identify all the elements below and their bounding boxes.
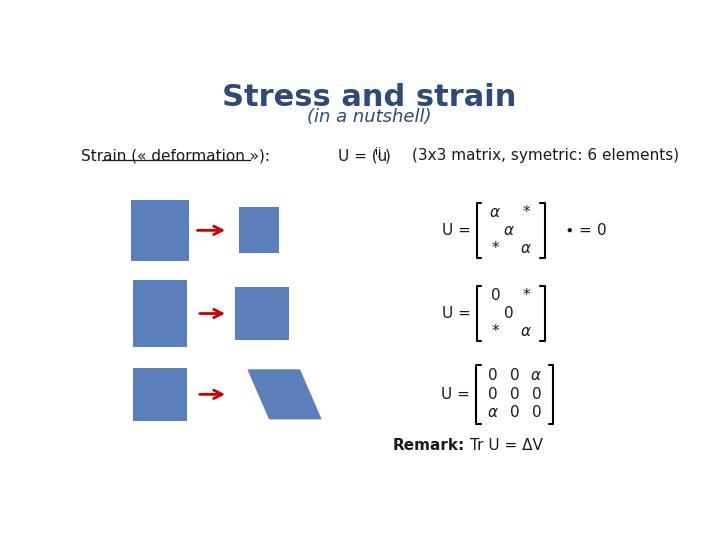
FancyBboxPatch shape	[235, 287, 289, 340]
Text: *: *	[523, 205, 530, 220]
Text: $\alpha$: $\alpha$	[521, 240, 532, 255]
Text: U = (u: U = (u	[338, 148, 387, 163]
Text: 0: 0	[488, 368, 498, 383]
FancyBboxPatch shape	[132, 368, 187, 421]
Text: $\alpha$: $\alpha$	[490, 205, 501, 220]
Text: (in a nutshell): (in a nutshell)	[307, 108, 431, 126]
Text: 0: 0	[505, 306, 514, 321]
Polygon shape	[248, 369, 322, 420]
Text: U =: U =	[441, 223, 471, 238]
Text: 0: 0	[510, 406, 520, 420]
Text: Tr U = ΔV: Tr U = ΔV	[469, 438, 543, 454]
FancyBboxPatch shape	[132, 280, 187, 347]
Text: 0: 0	[531, 387, 541, 402]
Text: $\alpha$: $\alpha$	[521, 323, 532, 339]
Text: Strain (« deformation »):: Strain (« deformation »):	[81, 148, 270, 163]
Text: U =: U =	[441, 306, 471, 321]
Text: (3x3 matrix, symetric: 6 elements): (3x3 matrix, symetric: 6 elements)	[412, 148, 679, 163]
Text: $\alpha$: $\alpha$	[503, 223, 516, 238]
Text: ij: ij	[375, 147, 382, 157]
Text: U =: U =	[441, 387, 469, 402]
Text: *: *	[492, 240, 499, 255]
Text: 0: 0	[490, 288, 500, 303]
Text: *: *	[492, 323, 499, 339]
Text: 0: 0	[488, 387, 498, 402]
FancyBboxPatch shape	[239, 207, 279, 253]
Text: $\bullet$ = 0: $\bullet$ = 0	[564, 222, 606, 238]
Text: Remark:: Remark:	[392, 438, 464, 454]
Text: $\alpha$: $\alpha$	[487, 406, 499, 420]
Text: ): )	[385, 148, 391, 163]
Text: $\alpha$: $\alpha$	[531, 368, 542, 383]
Text: 0: 0	[510, 368, 520, 383]
Text: 0: 0	[510, 387, 520, 402]
Text: 0: 0	[531, 406, 541, 420]
FancyBboxPatch shape	[131, 200, 189, 261]
Text: Stress and strain: Stress and strain	[222, 83, 516, 112]
Text: *: *	[523, 288, 530, 303]
